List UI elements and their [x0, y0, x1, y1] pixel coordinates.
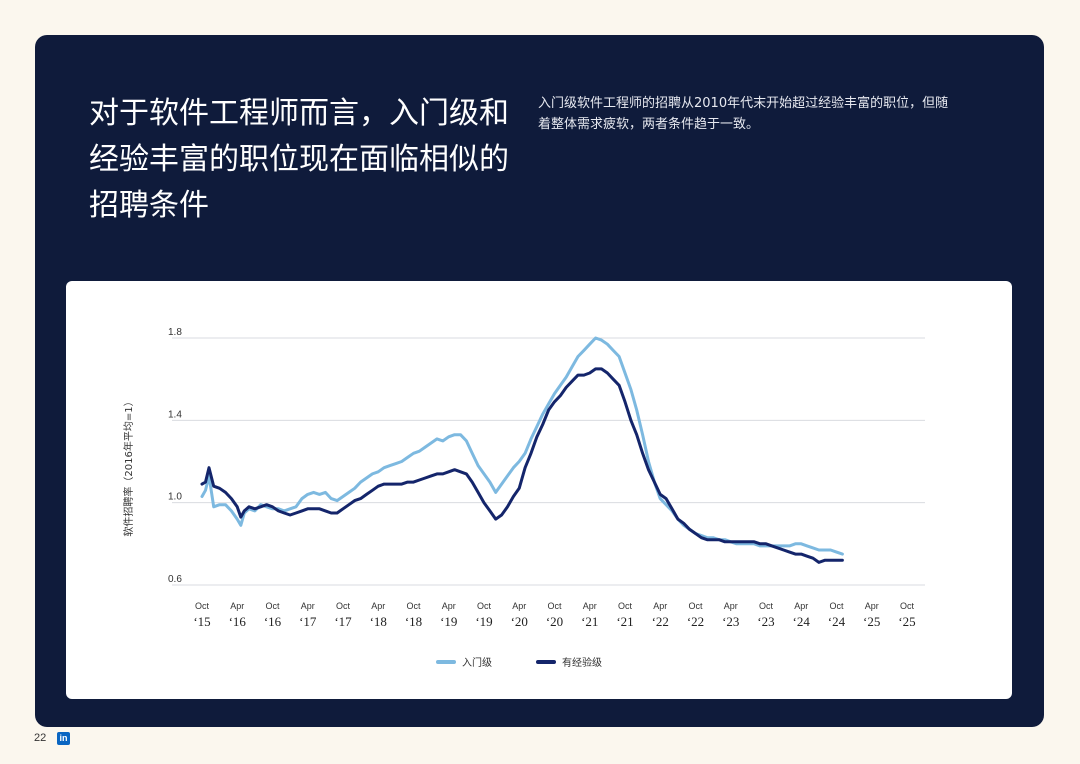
x-tick-month: Apr: [653, 601, 667, 611]
y-tick-label: 0.6: [168, 574, 182, 585]
x-tick-year: ‘21: [616, 614, 633, 629]
x-tick-year: ‘17: [334, 614, 352, 629]
chart-card: 0.6 1.0 1.4 1.8 软件招聘率（2016年平均=1） Oct ‘15 Apr ‘16…: [66, 281, 1012, 699]
linkedin-logo-icon: in: [57, 732, 70, 745]
x-tick-month: Apr: [583, 601, 597, 611]
series-line-entry: [200, 336, 844, 556]
x-tick-month: Oct: [829, 601, 844, 611]
x-tick-year: ‘20: [546, 614, 563, 629]
legend-label-entry: 入门级: [462, 656, 492, 669]
page-subtitle: 入门级软件工程师的招聘从2010年代末开始超过经验丰富的职位，但随着整体需求疲软…: [538, 96, 949, 132]
x-tick-month: Apr: [442, 601, 456, 611]
x-tick-month: Oct: [336, 601, 351, 611]
x-tick-month: Apr: [371, 601, 385, 611]
x-tick-year: ‘19: [475, 614, 492, 629]
x-tick-year: ‘16: [229, 614, 247, 629]
legend-label-experienced: 有经验级: [562, 656, 602, 669]
x-tick-year: ‘24: [828, 614, 846, 629]
x-tick-year: ‘25: [898, 614, 915, 629]
x-tick-month: Apr: [865, 601, 879, 611]
x-tick-month: Oct: [759, 601, 774, 611]
x-tick-year: ‘17: [299, 614, 317, 629]
x-tick-year: ‘23: [757, 614, 774, 629]
x-tick-month: Oct: [547, 601, 562, 611]
y-tick-label: 1.4: [168, 409, 182, 420]
x-tick-year: ‘22: [652, 614, 669, 629]
x-tick-year: ‘21: [581, 614, 598, 629]
x-tick-month: Oct: [688, 601, 703, 611]
x-tick-year: ‘18: [405, 614, 422, 629]
x-tick-month: Apr: [724, 601, 738, 611]
x-tick-year: ‘22: [687, 614, 704, 629]
x-tick-month: Oct: [900, 601, 915, 611]
x-tick-month: Apr: [301, 601, 315, 611]
series-line-experienced: [200, 367, 844, 564]
y-axis-label: 软件招聘率（2016年平均=1）: [122, 396, 135, 536]
x-tick-month: Oct: [265, 601, 280, 611]
x-tick-month: Oct: [618, 601, 633, 611]
page-title: 对于软件工程师而言，入门级和经验丰富的职位现在面临相似的招聘条件: [89, 96, 509, 223]
x-tick-month: Apr: [794, 601, 808, 611]
x-tick-month: Apr: [230, 601, 244, 611]
x-tick-year: ‘20: [511, 614, 528, 629]
x-tick-year: ‘19: [440, 614, 457, 629]
x-tick-year: ‘18: [370, 614, 387, 629]
y-tick-label: 1.0: [168, 492, 182, 503]
x-tick-month: Oct: [195, 601, 210, 611]
x-tick-year: ‘24: [793, 614, 811, 629]
x-tick-month: Oct: [477, 601, 492, 611]
x-tick-month: Oct: [406, 601, 421, 611]
x-tick-year: ‘16: [264, 614, 282, 629]
page-number: 22: [34, 732, 47, 744]
y-tick-label: 1.8: [168, 327, 182, 338]
x-tick-month: Apr: [512, 601, 526, 611]
x-tick-year: ‘25: [863, 614, 880, 629]
report-panel: 对于软件工程师而言，入门级和经验丰富的职位现在面临相似的招聘条件 入门级软件工程…: [35, 35, 1044, 727]
x-tick-year: ‘15: [193, 614, 210, 629]
x-tick-year: ‘23: [722, 614, 739, 629]
hiring-rate-line-chart: 0.6 1.0 1.4 1.8 软件招聘率（2016年平均=1） Oct ‘15 Apr ‘16…: [122, 327, 925, 669]
